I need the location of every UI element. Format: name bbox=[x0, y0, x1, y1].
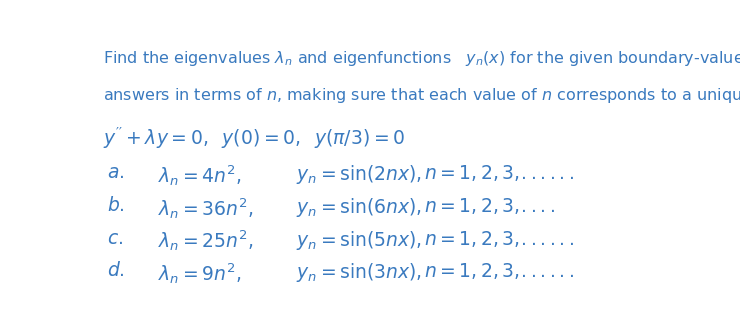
Text: Find the eigenvalues $\lambda_n$ and eigenfunctions   $y_n(x)$ for the given bou: Find the eigenvalues $\lambda_n$ and eig… bbox=[103, 49, 740, 68]
Text: $n = 1,2,3,\!....$: $n = 1,2,3,\!....$ bbox=[424, 196, 555, 216]
Text: $\lambda_n = 4n^2,$: $\lambda_n = 4n^2,$ bbox=[158, 163, 242, 188]
Text: $n = 1,2,3,\!......$: $n = 1,2,3,\!......$ bbox=[424, 229, 574, 249]
Text: $c.$: $c.$ bbox=[107, 229, 123, 248]
Text: $n = 1,2,3,\!......$: $n = 1,2,3,\!......$ bbox=[424, 163, 574, 183]
Text: $b.$: $b.$ bbox=[107, 196, 124, 215]
Text: $n = 1,2,3,\!......$: $n = 1,2,3,\!......$ bbox=[424, 261, 574, 281]
Text: $y_n = \mathrm{sin}(5nx),$: $y_n = \mathrm{sin}(5nx),$ bbox=[296, 229, 422, 252]
Text: $d.$: $d.$ bbox=[107, 261, 124, 280]
Text: $y_n = \mathrm{sin}(6nx),$: $y_n = \mathrm{sin}(6nx),$ bbox=[296, 196, 422, 219]
Text: $\lambda_n = 25n^2,$: $\lambda_n = 25n^2,$ bbox=[158, 229, 254, 253]
Text: $y'' + \lambda y = 0, \;\; y(0) = 0, \;\; y(\pi/3) = 0$: $y'' + \lambda y = 0, \;\; y(0) = 0, \;\… bbox=[103, 126, 405, 151]
Text: $\lambda_n = 36n^2,$: $\lambda_n = 36n^2,$ bbox=[158, 196, 254, 221]
Text: $y_n = \mathrm{sin}(3nx),$: $y_n = \mathrm{sin}(3nx),$ bbox=[296, 261, 422, 284]
Text: $y_n = \mathrm{sin}(2nx),$: $y_n = \mathrm{sin}(2nx),$ bbox=[296, 163, 422, 187]
Text: $a.$: $a.$ bbox=[107, 163, 124, 182]
Text: answers in terms of $n$, making sure that each value of $n$ corresponds to a uni: answers in terms of $n$, making sure tha… bbox=[103, 86, 740, 105]
Text: $\lambda_n = 9n^2,$: $\lambda_n = 9n^2,$ bbox=[158, 261, 242, 286]
